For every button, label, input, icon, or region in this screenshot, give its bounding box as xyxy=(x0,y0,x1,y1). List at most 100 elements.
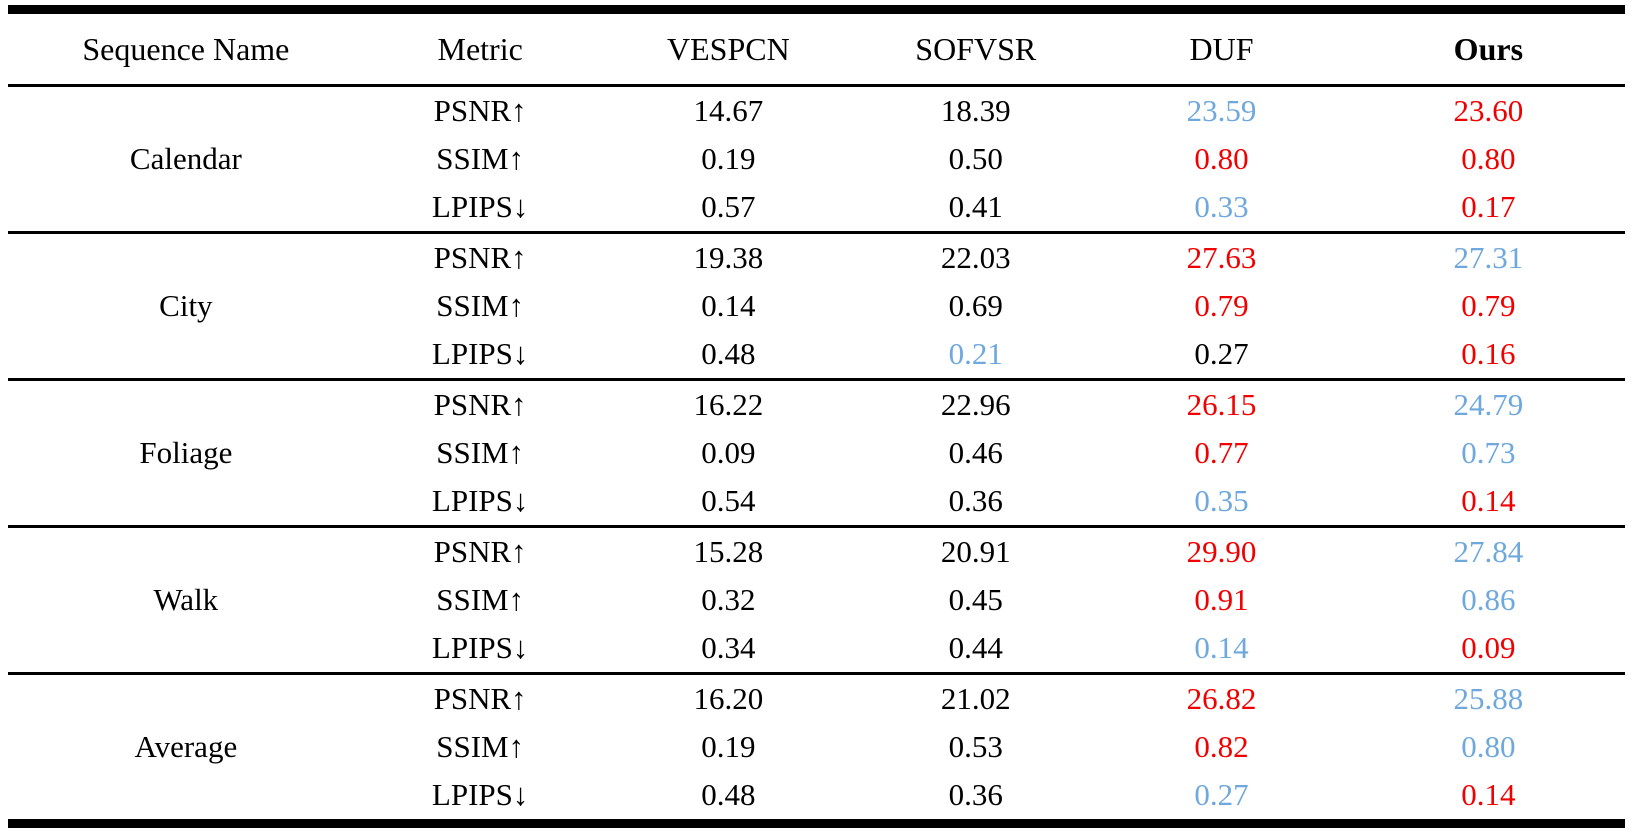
value-cell: 0.54 xyxy=(701,483,756,518)
metric-cell: LPIPS↓ xyxy=(431,483,529,518)
metric-cell: SSIM↑ xyxy=(436,729,525,764)
metric-cell: SSIM↑ xyxy=(436,141,525,176)
column-header-duf: DUF xyxy=(1189,30,1254,67)
value-cell: 0.32 xyxy=(701,582,756,617)
value-cell: 0.27 xyxy=(1194,777,1249,812)
column-header-sofvsr: SOFVSR xyxy=(915,30,1037,67)
metric-cell: PSNR↑ xyxy=(433,681,527,716)
value-cell: 0.86 xyxy=(1461,582,1516,617)
value-cell: 0.44 xyxy=(948,630,1003,665)
group-walk: Walk PSNR↑ 15.28 20.91 29.90 27.84 SSIM↑ 0.32 0.… xyxy=(8,527,1625,674)
value-cell: 0.17 xyxy=(1461,189,1516,224)
value-cell: 0.80 xyxy=(1461,729,1516,764)
value-cell: 0.80 xyxy=(1194,141,1249,176)
value-cell: 0.14 xyxy=(1461,483,1516,518)
value-cell: 0.79 xyxy=(1461,288,1516,323)
value-cell: 29.90 xyxy=(1186,534,1257,569)
table-row: SSIM↑ 0.14 0.69 0.79 0.79 xyxy=(8,282,1625,330)
value-cell: 0.91 xyxy=(1194,582,1249,617)
value-cell: 0.73 xyxy=(1461,435,1516,470)
group-calendar: Calendar PSNR↑ 14.67 18.39 23.59 23.60 SSIM↑ 0.… xyxy=(8,86,1625,233)
table-row: SSIM↑ 0.19 0.50 0.80 0.80 xyxy=(8,135,1625,183)
value-cell: 0.77 xyxy=(1194,435,1249,470)
value-cell: 26.82 xyxy=(1186,681,1257,716)
value-cell: 0.53 xyxy=(948,729,1003,764)
value-cell: 0.19 xyxy=(701,141,756,176)
table-row: Calendar PSNR↑ 14.67 18.39 23.59 23.60 xyxy=(8,86,1625,176)
value-cell: 20.91 xyxy=(940,534,1011,569)
value-cell: 27.31 xyxy=(1453,240,1524,275)
metric-cell: PSNR↑ xyxy=(433,93,527,128)
metric-cell: LPIPS↓ xyxy=(431,630,529,665)
value-cell: 0.19 xyxy=(701,729,756,764)
value-cell: 26.15 xyxy=(1186,387,1257,422)
value-cell: 15.28 xyxy=(693,534,764,569)
metric-cell: PSNR↑ xyxy=(433,240,527,275)
sequence-name-cell: City xyxy=(159,288,213,323)
value-cell: 0.36 xyxy=(948,483,1003,518)
table-row: SSIM↑ 0.19 0.53 0.82 0.80 xyxy=(8,723,1625,771)
value-cell: 0.34 xyxy=(701,630,756,665)
table-row: Walk PSNR↑ 15.28 20.91 29.90 27.84 xyxy=(8,527,1625,617)
value-cell: 18.39 xyxy=(940,93,1011,128)
value-cell: 0.33 xyxy=(1194,189,1249,224)
table-header: Sequence Name Metric VESPCN SOFVSR DUF Ours xyxy=(8,10,1625,86)
group-foliage: Foliage PSNR↑ 16.22 22.96 26.15 24.79 SSIM↑ 0.0… xyxy=(8,380,1625,527)
value-cell: 24.79 xyxy=(1453,387,1524,422)
value-cell: 0.50 xyxy=(948,141,1003,176)
column-header-metric: Metric xyxy=(437,30,523,67)
metric-cell: PSNR↑ xyxy=(433,534,527,569)
value-cell: 23.59 xyxy=(1186,93,1257,128)
metric-cell: SSIM↑ xyxy=(436,582,525,617)
value-cell: 19.38 xyxy=(693,240,764,275)
value-cell: 0.82 xyxy=(1194,729,1249,764)
table-row: SSIM↑ 0.09 0.46 0.77 0.73 xyxy=(8,429,1625,477)
metric-cell: SSIM↑ xyxy=(436,288,525,323)
value-cell: 22.96 xyxy=(940,387,1011,422)
table-row: Foliage PSNR↑ 16.22 22.96 26.15 24.79 xyxy=(8,380,1625,470)
sequence-name-cell: Calendar xyxy=(129,141,242,176)
value-cell: 0.79 xyxy=(1194,288,1249,323)
table-row: LPIPS↓ 0.34 0.44 0.14 0.09 xyxy=(8,624,1625,674)
metric-cell: PSNR↑ xyxy=(433,387,527,422)
value-cell: 0.14 xyxy=(1194,630,1249,665)
sequence-name-cell: Walk xyxy=(153,582,219,617)
value-cell: 27.84 xyxy=(1453,534,1524,569)
group-city: City PSNR↑ 19.38 22.03 27.63 27.31 SSIM↑ 0.14 0.… xyxy=(8,233,1625,380)
value-cell: 16.22 xyxy=(693,387,764,422)
table-row: SSIM↑ 0.32 0.45 0.91 0.86 xyxy=(8,576,1625,624)
value-cell: 0.09 xyxy=(701,435,756,470)
header-row: Sequence Name Metric VESPCN SOFVSR DUF Ours xyxy=(8,10,1625,86)
value-cell: 0.48 xyxy=(701,777,756,812)
metric-cell: LPIPS↓ xyxy=(431,336,529,371)
value-cell: 0.21 xyxy=(948,336,1003,371)
value-cell: 0.35 xyxy=(1194,483,1249,518)
table-row: LPIPS↓ 0.48 0.36 0.27 0.14 xyxy=(8,771,1625,824)
value-cell: 0.41 xyxy=(948,189,1003,224)
value-cell: 0.48 xyxy=(701,336,756,371)
sequence-name-cell: Average xyxy=(134,729,238,764)
column-header-ours: Ours xyxy=(1453,30,1524,67)
value-cell: 0.16 xyxy=(1461,336,1516,371)
value-cell: 0.14 xyxy=(1461,777,1516,812)
table-row: City PSNR↑ 19.38 22.03 27.63 27.31 xyxy=(8,233,1625,323)
metric-cell: LPIPS↓ xyxy=(431,189,529,224)
column-header-vespcn: VESPCN xyxy=(667,30,790,67)
value-cell: 0.09 xyxy=(1461,630,1516,665)
sequence-name-cell: Foliage xyxy=(139,435,233,470)
group-average: Average PSNR↑ 16.20 21.02 26.82 25.88 SSIM↑ 0.1… xyxy=(8,674,1625,824)
table-row: Average PSNR↑ 16.20 21.02 26.82 25.88 xyxy=(8,674,1625,764)
value-cell: 0.45 xyxy=(948,582,1003,617)
value-cell: 0.14 xyxy=(701,288,756,323)
metric-cell: SSIM↑ xyxy=(436,435,525,470)
value-cell: 21.02 xyxy=(940,681,1011,716)
table-row: LPIPS↓ 0.54 0.36 0.35 0.14 xyxy=(8,477,1625,527)
value-cell: 23.60 xyxy=(1453,93,1524,128)
value-cell: 16.20 xyxy=(693,681,764,716)
column-header-sequence-name: Sequence Name xyxy=(82,30,290,67)
value-cell: 27.63 xyxy=(1186,240,1257,275)
value-cell: 25.88 xyxy=(1453,681,1524,716)
value-cell: 0.69 xyxy=(948,288,1003,323)
metric-cell: LPIPS↓ xyxy=(431,777,529,812)
